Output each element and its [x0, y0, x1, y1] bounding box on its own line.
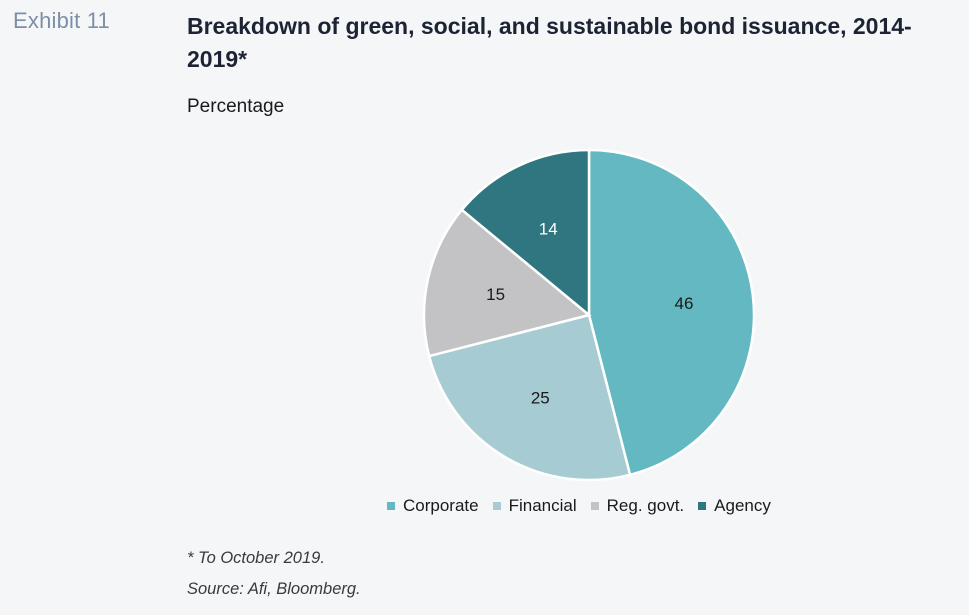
source-note: Source: Afi, Bloomberg.	[187, 580, 361, 598]
legend-label: Financial	[508, 496, 577, 515]
pie-slice-agency	[460, 148, 591, 318]
legend-label: Reg. govt.	[606, 496, 685, 515]
pie-slice-corporate	[587, 148, 756, 477]
legend-swatch	[387, 502, 395, 510]
exhibit-label: Exhibit 11	[13, 8, 110, 33]
chart-title: Breakdown of green, social, and sustaina…	[187, 13, 912, 72]
legend-label: Corporate	[403, 496, 479, 515]
data-label: 14	[539, 219, 558, 238]
legend-swatch	[492, 502, 501, 510]
data-label: 15	[486, 285, 505, 304]
legend-item-reg-govt: Reg. govt.	[590, 496, 685, 516]
chart-legend: Corporate Financial Reg. govt. Agency	[387, 496, 785, 516]
legend-swatch	[698, 502, 707, 510]
legend-item-agency: Agency	[698, 496, 771, 516]
pie-slice-reg-govt	[422, 208, 592, 358]
legend-item-financial: Financial	[492, 496, 577, 516]
data-label: 46	[674, 294, 693, 313]
legend-swatch	[590, 502, 599, 510]
legend-label: Agency	[714, 496, 771, 515]
legend-item-corporate: Corporate	[387, 496, 479, 516]
chart-subtitle: Percentage	[187, 96, 285, 117]
data-label: 25	[531, 388, 550, 407]
pie-slice-financial	[427, 313, 632, 482]
footnote: * To October 2019.	[187, 549, 325, 567]
